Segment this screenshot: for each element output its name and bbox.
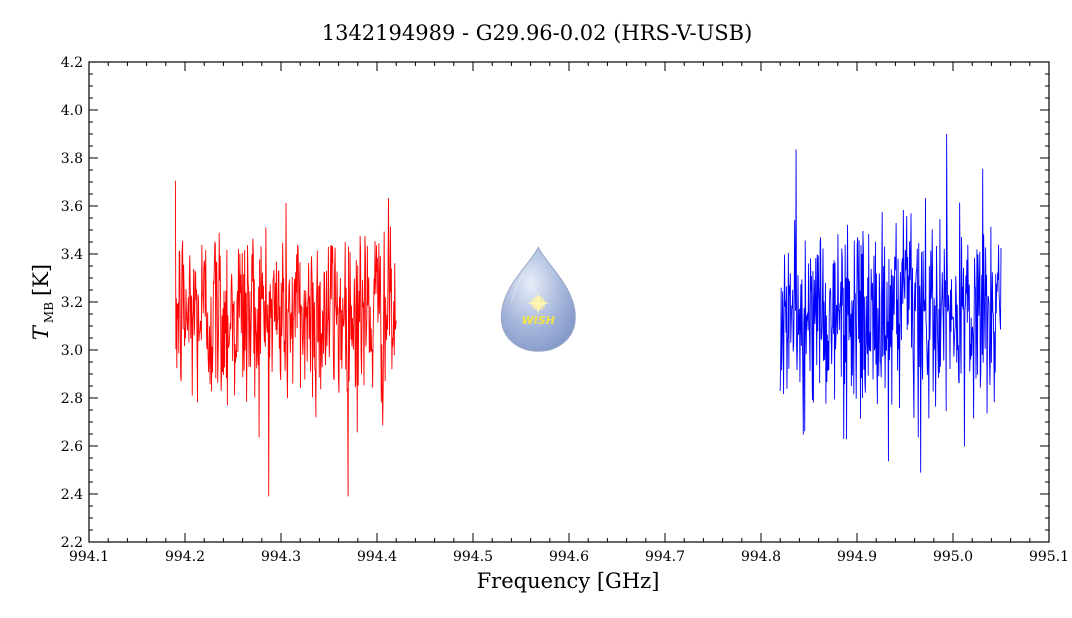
y-tick-label: 3.0: [61, 343, 83, 359]
series-line-1: [174, 180, 397, 497]
y-axis-tick-labels: 2.2 2.4 2.6 2.8 3.0 3.2 3.4 3.6 3.8 4.0 4.2: [61, 55, 83, 551]
x-axis-tick-labels: 994.1 994.2 994.3 994.4 994.5 994.6 994.7 994.8…: [69, 549, 1069, 565]
y-axis-ticks: [89, 61, 1049, 543]
y-axis-label-unit: [K]: [29, 264, 53, 296]
x-tick-label: 994.3: [261, 549, 301, 565]
x-tick-label: 995.1: [1029, 549, 1069, 565]
x-tick-label: 994.9: [837, 549, 877, 565]
series-layer: [174, 133, 1002, 497]
series-line-2: [779, 133, 1002, 473]
y-tick-label: 2.8: [61, 391, 83, 407]
y-tick-label: 3.8: [61, 151, 83, 167]
x-tick-label: 994.2: [165, 549, 205, 565]
y-tick-label: 2.6: [61, 439, 83, 455]
y-tick-label: 2.2: [61, 535, 83, 551]
x-tick-label: 995.0: [933, 549, 973, 565]
wish-logo: WISH: [500, 246, 576, 352]
x-tick-label: 994.8: [741, 549, 781, 565]
y-tick-label: 3.6: [61, 199, 83, 215]
x-tick-label: 994.5: [453, 549, 493, 565]
y-axis-label-subscript: MB: [42, 302, 56, 323]
x-tick-label: 994.4: [357, 549, 397, 565]
y-tick-label: 4.2: [61, 55, 83, 71]
y-tick-label: 3.4: [61, 247, 83, 263]
y-axis-label: TMB [K]: [29, 264, 56, 340]
y-tick-label: 4.0: [61, 103, 83, 119]
star-icon: [527, 292, 550, 315]
x-tick-label: 994.6: [549, 549, 589, 565]
chart-title: 1342194989 - G29.96-0.02 (HRS-V-USB): [322, 21, 753, 45]
x-axis-label: Frequency [GHz]: [477, 569, 660, 593]
logo-text: WISH: [522, 314, 555, 327]
y-axis-label-symbol: T: [29, 324, 53, 340]
x-axis-ticks: [88, 62, 1050, 542]
y-tick-label: 3.2: [61, 295, 83, 311]
x-tick-label: 994.7: [645, 549, 685, 565]
y-tick-label: 2.4: [61, 487, 83, 503]
x-tick-label: 994.1: [69, 549, 109, 565]
